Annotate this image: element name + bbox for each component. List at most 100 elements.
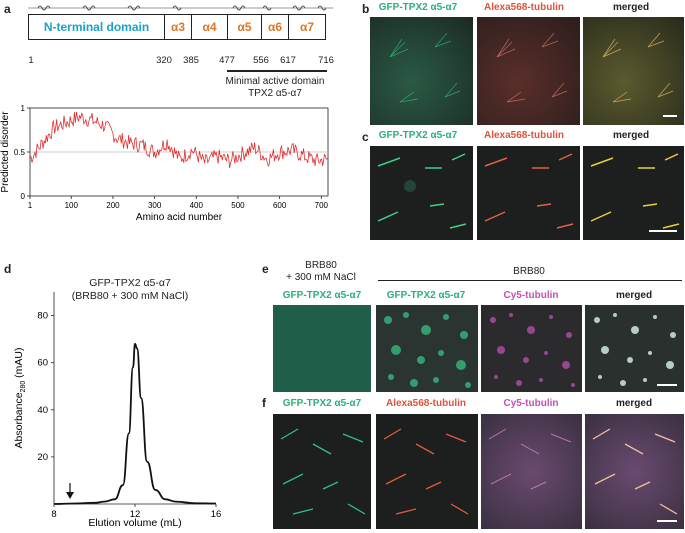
sec-xtick-label: 16 [211,509,222,520]
f-scale-bar [657,520,677,522]
f-merged-image [585,414,684,529]
domain-alpha3: α3 [164,14,192,40]
pos-477: 477 [219,55,235,66]
c-tubulin-image [477,146,580,240]
sec-title: GFP-TPX2 α5-α7 (BRB80 + 300 mM NaCl) [50,277,210,303]
b-header-merged: merged [612,2,650,13]
f-gfp-image [273,414,371,529]
sec-title-line2: (BRB80 + 300 mM NaCl) [71,290,189,302]
disorder-ylabel: Predicted disorder [0,111,11,193]
f-header-tubulin: Alexa568-tubulin [385,398,467,409]
b-header-gfp: GFP-TPX2 α5-α7 [378,2,458,13]
domain-alpha4: α4 [191,14,228,40]
domain-alpha5-label: α5 [237,20,252,34]
e-header-merged: merged [615,290,653,301]
b-tubulin-image [477,17,580,125]
pos-556: 556 [253,55,269,66]
e-header-cy5: Cy5-tubulin [503,290,559,301]
b-merged-image [583,17,684,125]
disorder-xtick-label: 1 [28,201,33,210]
panel-label-b: b [362,2,370,16]
sec-ytick-label: 20 [37,452,48,463]
pos-1: 1 [28,55,34,66]
panel-label-e: e [262,262,269,276]
e-header-gfp-salt: GFP-TPX2 α5-α7 [282,290,362,301]
domain-alpha7-label: α7 [299,20,315,34]
domain-alpha6-label: α6 [267,20,283,34]
domain-alpha4-label: α4 [202,20,217,34]
active-domain-label: Minimal active domain TPX2 α5-α7 [200,76,350,100]
domain-alpha3-label: α3 [170,20,186,34]
disorder-xtick-label: 400 [190,201,204,210]
panel-label-c: c [362,130,369,144]
e-scale-bar [657,384,677,386]
disorder-xtick-label: 700 [315,201,329,210]
b-gfp-image [370,17,473,125]
c-gfp-image [370,146,473,240]
sec-series-line [53,342,217,505]
domain-n-terminal-label: N-terminal domain [43,20,150,34]
domain-alpha7: α7 [288,14,326,40]
e-condition-2: BRB80 [513,266,545,277]
e-condition-1: BRB80 + 300 mM NaCl [272,260,370,284]
e-header-gfp: GFP-TPX2 α5-α7 [386,290,466,301]
disorder-xtick-label: 600 [273,201,287,210]
panel-label-d: d [4,262,12,276]
c-header-tubulin: Alexa568-tubulin [483,130,565,141]
sec-title-line1: GFP-TPX2 α5-α7 [89,277,171,289]
disorder-ytick-label: 1 [21,104,26,113]
disorder-xtick-label: 100 [65,201,79,210]
disorder-ytick-label: 0 [21,192,26,201]
sec-ylabel-unit: (mAU) [13,348,25,381]
domain-alpha5: α5 [227,14,262,40]
f-cy5-image [481,414,582,529]
e-condition-1-line2: + 300 mM NaCl [286,272,356,283]
sec-ylabel-sub: 280 [20,381,27,393]
panel-label-a: a [4,2,11,16]
pos-617: 617 [280,55,296,66]
pos-320: 320 [156,55,172,66]
disorder-xtick-label: 500 [231,201,245,210]
sec-xtick-label: 12 [130,509,141,520]
e-gfp-image [376,305,478,392]
e-condition-2-bar [378,280,682,281]
sec-ytick-label: 60 [37,358,48,369]
disorder-xtick-label: 200 [106,201,120,210]
disorder-series-line [29,111,329,168]
active-domain-bar [227,70,327,72]
e-gfp-salt-image [273,305,371,392]
e-cy5-image [481,305,582,392]
b-header-tubulin: Alexa568-tubulin [483,2,565,13]
pos-716: 716 [318,55,334,66]
f-header-gfp: GFP-TPX2 α5-α7 [282,398,362,409]
sec-xlabel: Elution volume (mL) [88,517,181,529]
disorder-ytick-label: 0.5 [14,148,26,157]
domain-n-terminal: N-terminal domain [28,14,165,40]
e-condition-1-line1: BRB80 [305,260,337,271]
sec-ylabel: Absorbance280 (mAU) [13,348,27,449]
sec-ylabel-main: Absorbance [13,392,25,448]
sec-xtick-label: 8 [51,509,56,520]
f-header-merged: merged [615,398,653,409]
domain-alpha6: α6 [261,14,289,40]
disorder-plot: 1 100 200 300 400 500 600 700 0 0.5 1 Amino acid … [0,104,329,223]
disorder-xtick-label: 300 [148,201,162,210]
sec-ytick-label: 80 [37,311,48,322]
f-tubulin-image [376,414,478,529]
void-arrow [66,483,74,499]
c-header-merged: merged [612,130,650,141]
active-domain-line2: TPX2 α5-α7 [248,88,302,99]
c-header-gfp: GFP-TPX2 α5-α7 [378,130,458,141]
disorder-xlabel: Amino acid number [136,212,223,223]
e-merged-image [585,305,684,392]
c-merged-image [583,146,684,240]
active-domain-line1: Minimal active domain [225,76,325,87]
b-scale-bar [663,115,677,117]
panel-label-f: f [262,396,266,410]
sec-plot: 20 40 60 80 8 12 16 Elution volume (mL) Absor… [13,292,222,529]
pos-385: 385 [183,55,199,66]
helix-wave-line [28,5,333,11]
f-header-cy5: Cy5-tubulin [503,398,559,409]
c-scale-bar [649,230,677,232]
sec-ytick-label: 40 [37,405,48,416]
